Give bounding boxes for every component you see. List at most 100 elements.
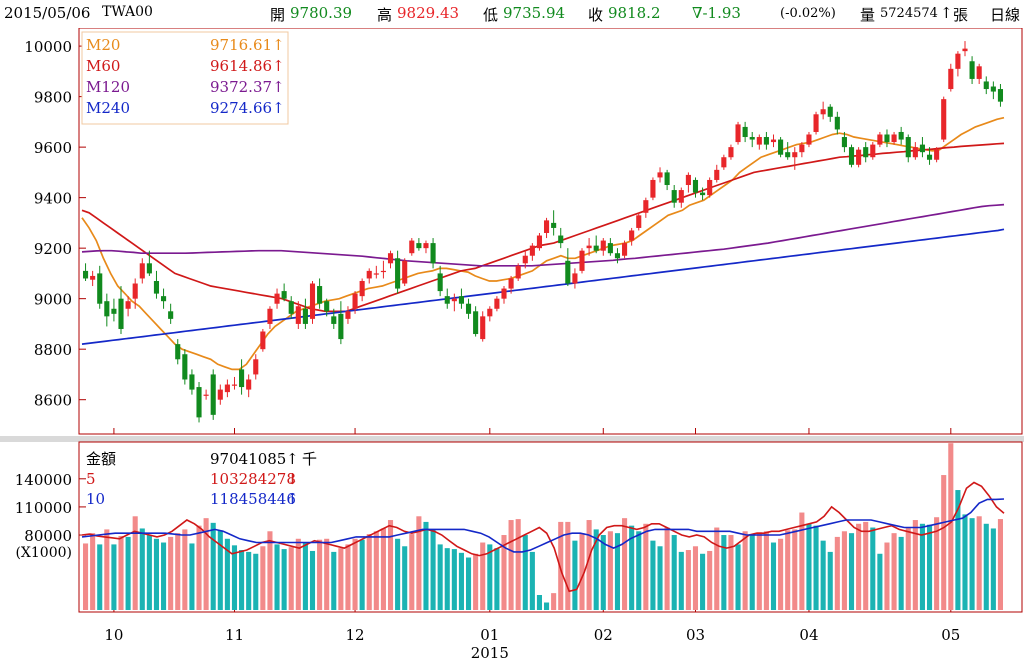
volume-legend-0-unit: 千: [302, 450, 317, 468]
candle-body-63: [529, 245, 535, 256]
volume-bar-74: [607, 531, 613, 610]
volume-bar-12: [168, 536, 174, 610]
volume-tick-label-2: 80000: [24, 527, 72, 545]
volume-bar-46: [409, 534, 415, 610]
candle-body-100: [792, 152, 798, 158]
volume-bar-49: [430, 529, 436, 610]
volume-legend-2-value: 118458446: [210, 490, 296, 508]
candle-body-47: [416, 243, 422, 249]
volume-bar-37: [345, 544, 351, 610]
legend-M240-name: M240: [86, 99, 130, 117]
candle-body-104: [820, 109, 826, 115]
volume-arrow: ↑: [940, 4, 953, 22]
candle-body-54: [465, 303, 472, 314]
volume-bar-112: [877, 553, 883, 610]
candle-body-53: [458, 296, 464, 304]
candle-body-57: [487, 308, 493, 317]
volume-bar-23: [246, 551, 252, 610]
volume-bar-17: [203, 518, 209, 610]
volume-bar-69: [572, 540, 578, 610]
candle-body-23: [246, 379, 252, 390]
price-legend-box: [81, 31, 289, 125]
volume-bar-85: [685, 550, 691, 610]
volume-bar-96: [763, 531, 769, 610]
candle-body-80: [650, 179, 656, 198]
candle-body-32: [309, 283, 316, 319]
volume-bar-52: [451, 549, 457, 610]
volume-bar-94: [749, 535, 755, 610]
candle-body-9: [146, 263, 152, 274]
candle-body-43: [387, 253, 394, 264]
price-tick-label-2: 9600: [34, 139, 72, 157]
candle-body-91: [728, 147, 734, 158]
candle-body-122: [948, 68, 954, 90]
volume-bar-114: [891, 533, 897, 610]
volume-legend-2-name: 10: [86, 490, 105, 508]
volume-bar-47: [416, 516, 422, 610]
volume-ma-line-5: [81, 481, 1005, 593]
candle-body-34: [324, 301, 330, 312]
volume-bar-67: [558, 521, 564, 610]
period-selector[interactable]: 日線: [990, 6, 1021, 24]
volume-bar-103: [813, 525, 819, 610]
open-label: 開: [270, 6, 286, 24]
volume-bar-16: [196, 525, 202, 610]
x-tick-label-6: 04: [799, 626, 818, 644]
candle-body-102: [806, 134, 812, 145]
change-percent: (-0.02%): [780, 6, 836, 21]
candle-body-72: [593, 245, 599, 251]
candle-body-115: [898, 131, 904, 140]
volume-legend-0-value: 97041085: [210, 450, 286, 468]
volume-bar-115: [898, 536, 904, 610]
volume-bar-44: [395, 538, 401, 610]
volume-bar-51: [444, 548, 450, 610]
legend-M120-value: 9372.37: [210, 78, 272, 96]
candle-body-68: [565, 260, 571, 284]
candle-body-105: [827, 106, 833, 117]
candle-body-79: [643, 200, 649, 213]
price-y-axis: 10000 9800 9600 9400 9200 9000 8800 8600: [24, 38, 86, 410]
legend-M120-arrow: ↑: [272, 78, 285, 96]
volume-ma-line-10: [81, 498, 1005, 553]
volume-bar-34: [324, 538, 330, 610]
candle-body-35: [331, 316, 337, 324]
candle-body-89: [714, 169, 720, 180]
volume-bar-70: [579, 533, 585, 610]
volume-bar-64: [536, 595, 542, 610]
volume-bar-100: [792, 529, 798, 610]
open-value: 9780.39: [290, 4, 353, 22]
volume-legend-1-value: 103284278: [210, 470, 296, 488]
volume-bar-63: [529, 551, 535, 610]
candle-body-117: [912, 147, 918, 158]
candle-body-51: [444, 296, 450, 304]
volume-tick-label-1: 110000: [15, 499, 72, 517]
chart-area: 10000 9800 9600 9400 9200 9000 8800 8600 140000…: [0, 28, 1024, 662]
volume-bar-113: [884, 542, 890, 610]
candle-body-22: [239, 369, 245, 388]
candle-body-90: [721, 157, 727, 168]
volume-bar-107: [841, 531, 847, 610]
volume-bar-13: [175, 533, 181, 610]
x-axis: 10 11 12 01 02 03 04 05 2015: [104, 428, 960, 662]
legend-M120-name: M120: [86, 78, 130, 96]
volume-bar-60: [508, 520, 514, 610]
volume-bar-118: [919, 523, 925, 610]
volume-bar-25: [260, 546, 266, 610]
high-label: 高: [377, 6, 393, 24]
volume-unit: 張: [953, 6, 969, 24]
close-value: 9818.2: [608, 4, 661, 22]
legend-M20-value: 9716.61: [210, 36, 272, 54]
legend-M60-name: M60: [86, 57, 120, 75]
pane-splitter[interactable]: [0, 436, 1024, 442]
volume-bar-9: [146, 535, 152, 610]
price-legend: M20 9716.61 ↑M60 9614.86 ↑M120 9372.37 ↑M240 92…: [81, 31, 289, 125]
candle-body-41: [373, 273, 379, 275]
volume-value: 5724574: [880, 6, 938, 21]
candle-body-85: [685, 174, 691, 186]
candle-body-50: [437, 273, 443, 292]
candle-body-58: [494, 298, 500, 309]
legend-M20-name: M20: [86, 36, 120, 54]
volume-bar-10: [153, 538, 160, 610]
candle-body-17: [203, 394, 209, 396]
candle-body-109: [856, 149, 862, 165]
